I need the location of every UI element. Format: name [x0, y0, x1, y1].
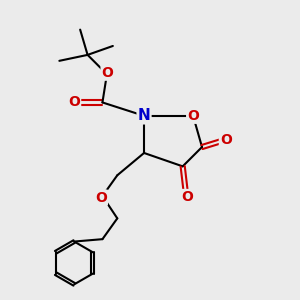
Text: O: O	[220, 133, 232, 147]
Text: O: O	[181, 190, 193, 204]
Text: O: O	[95, 190, 107, 205]
Text: O: O	[187, 109, 199, 123]
Text: N: N	[138, 108, 150, 123]
Text: O: O	[68, 95, 80, 109]
Text: O: O	[102, 66, 113, 80]
